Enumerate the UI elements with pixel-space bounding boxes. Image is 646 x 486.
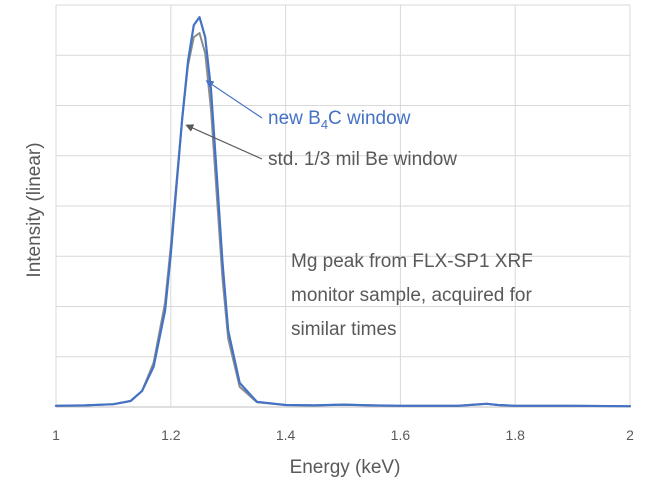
b4c-label-prefix: new B xyxy=(268,108,321,129)
x-tick-label: 2 xyxy=(626,427,634,443)
x-tick-label: 1 xyxy=(52,427,60,443)
be-arrow xyxy=(185,124,263,160)
b4c-arrow xyxy=(205,80,263,119)
series-layer xyxy=(54,16,632,408)
gridlines xyxy=(55,4,631,408)
x-tick-label: 1.2 xyxy=(161,427,181,443)
note-line-1: Mg peak from FLX-SP1 XRF xyxy=(291,251,533,272)
x-tick-label: 1.4 xyxy=(276,427,296,443)
y-axis-title: Intensity (linear) xyxy=(24,142,45,277)
b4c-window-label: new B4C window xyxy=(268,108,411,132)
b4c-label-suffix: C window xyxy=(328,108,411,129)
b4c-label-subscript: 4 xyxy=(321,117,328,132)
be-window-label: std. 1/3 mil Be window xyxy=(268,149,457,170)
note-line-3: similar times xyxy=(291,319,397,340)
note-line-2: monitor sample, acquired for xyxy=(291,285,532,306)
series-line-0 xyxy=(55,32,631,408)
x-tick-label: 1.6 xyxy=(391,427,411,443)
x-tick-label: 1.8 xyxy=(505,427,525,443)
x-tick-labels: 1 1.2 1.4 1.6 1.8 2 xyxy=(52,427,634,443)
note-text: Mg peak from FLX-SP1 XRF monitor sample,… xyxy=(291,251,533,340)
x-axis-title: Energy (keV) xyxy=(290,457,401,478)
series-line-1 xyxy=(54,16,632,408)
